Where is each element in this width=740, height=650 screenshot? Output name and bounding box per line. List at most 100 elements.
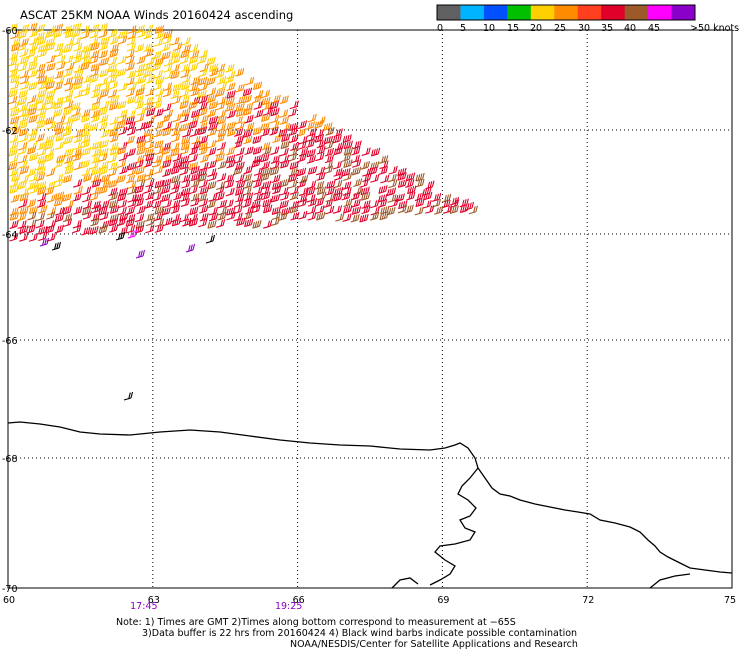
- wind-barb: [199, 185, 210, 195]
- wind-barb: [199, 212, 209, 222]
- wind-barb: [19, 233, 29, 242]
- wind-barb: [299, 174, 309, 184]
- wind-barb: [53, 29, 63, 38]
- wind-barb: [126, 126, 137, 136]
- wind-barb: [207, 160, 217, 169]
- wind-barb: [380, 205, 390, 215]
- wind-barb: [242, 173, 252, 183]
- wind-barb: [343, 204, 353, 214]
- wind-barb: [235, 83, 245, 93]
- wind-barb: [19, 133, 29, 143]
- wind-barb: [252, 135, 262, 144]
- wind-barb: [333, 168, 343, 177]
- wind-barb: [171, 95, 182, 105]
- legend-tick-label: 20: [530, 23, 542, 34]
- wind-barb: [233, 128, 244, 137]
- wind-barb: [335, 213, 345, 222]
- wind-barb: [37, 75, 48, 85]
- wind-barb: [107, 154, 118, 163]
- wind-barb: [253, 186, 263, 195]
- wind-barb: [154, 108, 164, 117]
- wind-barb: [136, 146, 146, 156]
- wind-barb: [18, 120, 28, 130]
- wind-barb: [278, 128, 288, 138]
- wind-barb: [197, 193, 208, 202]
- wind-barb: [36, 141, 47, 151]
- wind-barb: [279, 116, 290, 125]
- wind-barb: [99, 42, 109, 51]
- wind-barb: [252, 146, 263, 155]
- wind-barb: [37, 192, 47, 202]
- wind-barb: [162, 88, 172, 98]
- wind-barb: [262, 107, 273, 116]
- wind-barb: [225, 187, 235, 197]
- wind-barb: [100, 82, 111, 92]
- wind-barb: [407, 185, 417, 195]
- wind-barb: [38, 232, 48, 242]
- wind-barb: [342, 213, 352, 222]
- wind-barb: [118, 187, 129, 197]
- wind-barb: [64, 82, 74, 92]
- wind-barb: [63, 94, 73, 103]
- wind-barb: [143, 128, 153, 138]
- wind-barb: [27, 133, 37, 142]
- wind-barb: [262, 146, 272, 156]
- wind-barb: [81, 139, 91, 149]
- wind-barb: [145, 75, 156, 84]
- wind-barb: [153, 128, 164, 138]
- wind-barb: [71, 36, 82, 46]
- wind-barb: [190, 178, 201, 188]
- wind-barb: [107, 89, 118, 98]
- overpass-time-label: 17:45: [130, 601, 157, 612]
- wind-barb: [261, 191, 271, 201]
- map-gridlines: [8, 30, 732, 588]
- wind-barb: [80, 25, 90, 34]
- wind-barb: [306, 155, 317, 164]
- wind-barb: [56, 54, 66, 64]
- legend-frame: [436, 4, 696, 21]
- wind-barb: [181, 81, 191, 91]
- wind-barb: [82, 193, 92, 203]
- wind-barb: [278, 109, 289, 118]
- wind-barb: [134, 198, 144, 207]
- wind-barb: [145, 152, 155, 162]
- wind-barb: [62, 107, 73, 116]
- wind-barb: [109, 116, 119, 125]
- wind-barb: [109, 199, 119, 209]
- wind-barb: [378, 166, 388, 175]
- wind-barb: [81, 206, 92, 216]
- wind-barb: [271, 174, 281, 184]
- wind-barb: [217, 199, 228, 209]
- wind-barb: [155, 30, 165, 40]
- wind-barb: [235, 147, 245, 156]
- wind-barb: [9, 220, 19, 229]
- wind-barb: [181, 179, 191, 189]
- wind-barb: [253, 81, 263, 91]
- wind-barb: [83, 44, 93, 53]
- wind-barb: [180, 198, 190, 207]
- wind-barb: [71, 28, 81, 38]
- wind-barb: [352, 166, 362, 176]
- wind-barb: [226, 206, 236, 216]
- wind-barb: [368, 166, 378, 175]
- wind-barb: [8, 161, 18, 171]
- wind-barb: [360, 186, 370, 196]
- wind-barb: [110, 205, 120, 214]
- wind-barb: [100, 200, 110, 209]
- wind-barb: [98, 185, 109, 194]
- wind-barb: [54, 141, 65, 150]
- wind-barb: [37, 107, 47, 117]
- wind-barb: [17, 146, 27, 155]
- wind-barb: [307, 197, 318, 207]
- wind-barb: [118, 152, 129, 162]
- wind-barb: [370, 161, 380, 170]
- wind-barb: [152, 192, 162, 202]
- wind-barb: [35, 172, 46, 182]
- wind-barb: [118, 35, 128, 45]
- wind-barb: [91, 173, 101, 183]
- wind-barb: [188, 185, 198, 195]
- wind-barb: [29, 28, 39, 38]
- wind-barb: [35, 24, 46, 33]
- wind-barb: [143, 68, 154, 78]
- wind-barb: [126, 121, 136, 131]
